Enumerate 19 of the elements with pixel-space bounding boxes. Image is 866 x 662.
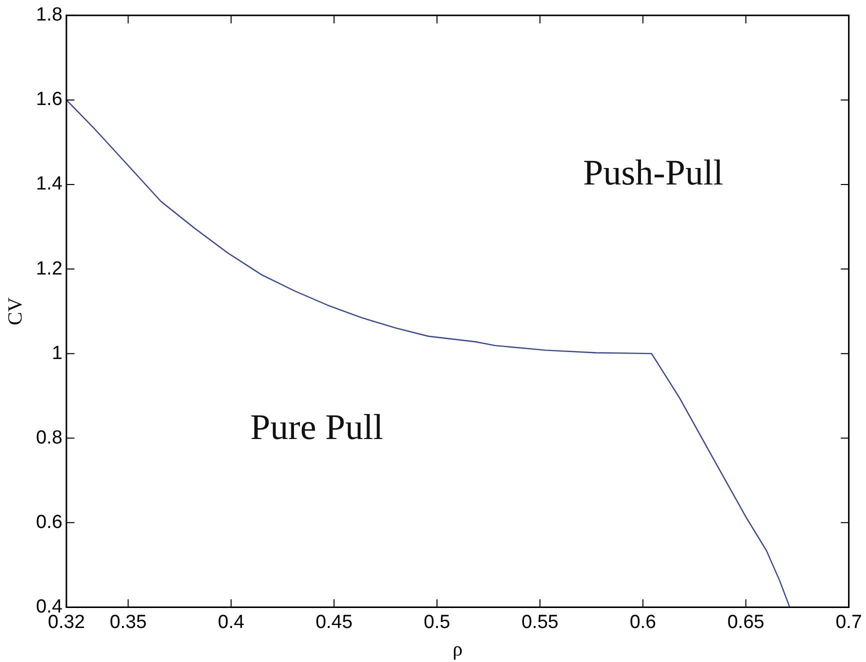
y-axis-title: CV bbox=[4, 296, 26, 326]
x-axis-title: ρ bbox=[452, 638, 463, 660]
annotation: Pure Pull bbox=[250, 407, 384, 448]
y-tick-label: 1.6 bbox=[36, 89, 62, 110]
annotation: Push-Pull bbox=[583, 152, 724, 193]
x-tick-label: 0.65 bbox=[727, 612, 764, 633]
y-tick-label: 1.8 bbox=[36, 4, 62, 26]
x-tick-label: 0.4 bbox=[218, 612, 245, 633]
x-tick-label: 0.55 bbox=[521, 612, 558, 633]
x-tick-label: 0.35 bbox=[110, 612, 147, 633]
x-tick-label: 0.7 bbox=[836, 612, 862, 633]
y-tick-label: 1.4 bbox=[36, 174, 63, 195]
x-tick-label: 0.45 bbox=[316, 612, 353, 633]
x-tick-label: 0.6 bbox=[630, 612, 656, 633]
x-tick-label: 0.5 bbox=[424, 612, 450, 633]
y-tick-label: 1.2 bbox=[36, 258, 62, 280]
y-tick-label: 0.8 bbox=[36, 427, 62, 448]
y-tick-label: 1 bbox=[52, 342, 62, 364]
y-tick-label: 0.6 bbox=[36, 512, 62, 533]
